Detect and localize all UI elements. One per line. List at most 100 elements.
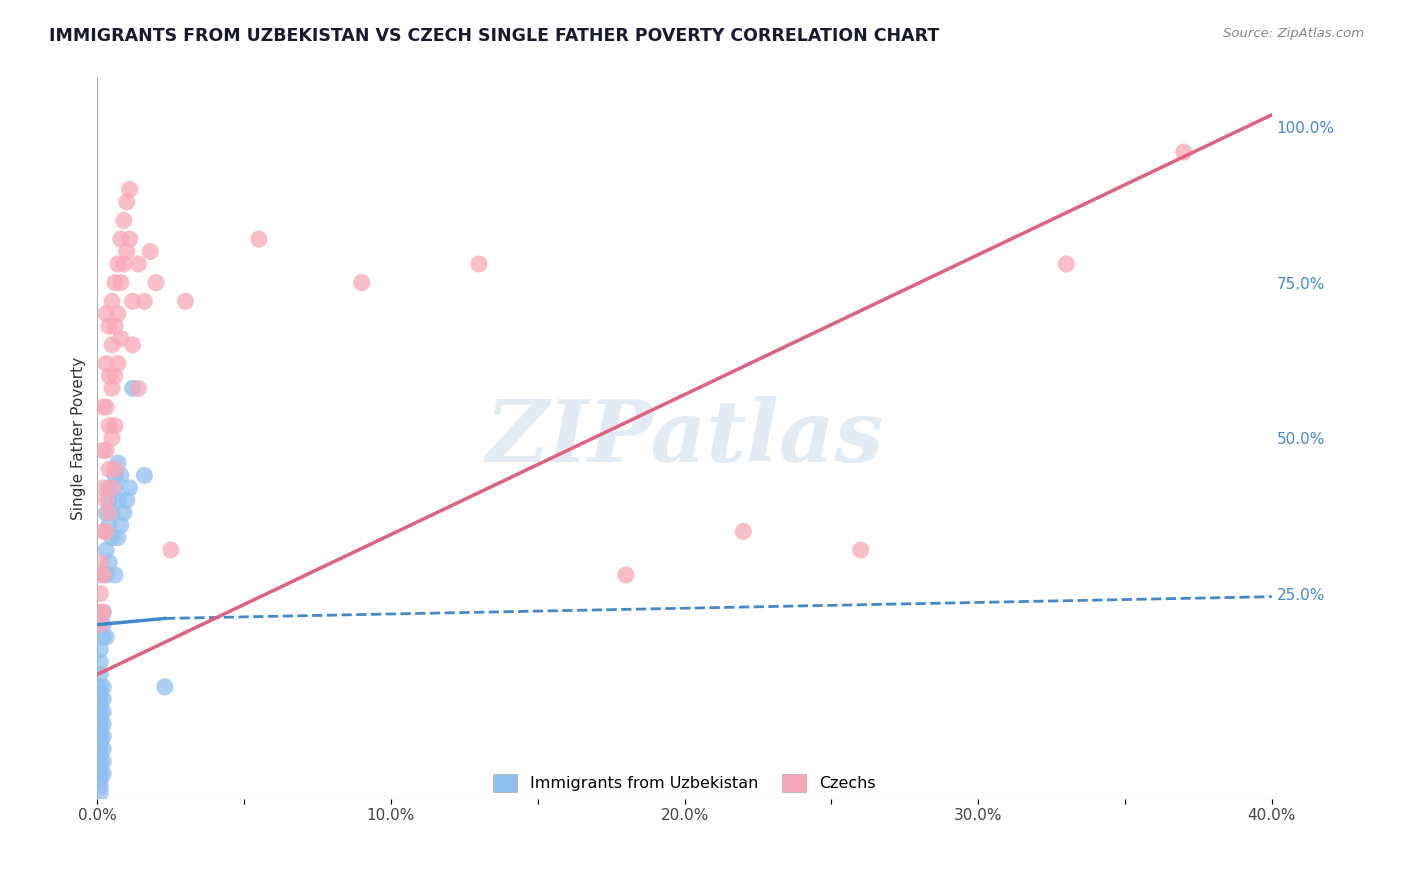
Point [96,400,118,414]
Point [849,543,872,558]
Point [110,518,132,533]
Point [174,294,197,309]
Point [89,730,111,744]
Point [91,568,114,582]
Point [112,213,135,227]
Point [98,518,121,533]
Point [159,543,181,558]
Y-axis label: Single Father Poverty: Single Father Poverty [72,357,86,520]
Point [91,481,114,495]
Point [1173,145,1195,159]
Point [89,568,111,582]
Point [89,642,111,657]
Point [134,468,156,483]
Point [89,742,111,756]
Point [118,481,141,495]
Point [104,468,127,483]
Point [115,194,138,209]
Point [89,730,111,744]
Point [89,692,111,706]
Point [89,736,111,750]
Point [104,462,127,476]
Point [104,418,127,433]
Point [91,605,114,619]
Point [89,605,111,619]
Point [89,617,111,632]
Point [247,232,270,246]
Point [89,686,111,700]
Point [112,257,135,271]
Point [104,276,127,290]
Point [121,338,143,352]
Point [350,276,373,290]
Point [110,276,132,290]
Point [89,773,111,788]
Point [107,307,129,321]
Point [127,257,149,271]
Point [98,462,121,476]
Point [91,617,114,632]
Legend: Immigrants from Uzbekistan, Czechs: Immigrants from Uzbekistan, Czechs [486,768,882,798]
Point [89,705,111,719]
Point [91,630,114,644]
Point [89,785,111,799]
Point [91,680,114,694]
Point [96,524,118,539]
Point [101,531,124,545]
Point [96,307,118,321]
Point [134,294,156,309]
Point [101,294,124,309]
Point [110,232,132,246]
Point [468,257,491,271]
Point [733,524,755,539]
Point [89,711,111,725]
Point [89,780,111,794]
Point [91,605,114,619]
Point [110,468,132,483]
Point [104,368,127,383]
Point [91,524,114,539]
Point [96,568,118,582]
Text: ZIPatlas: ZIPatlas [485,396,884,480]
Point [89,586,111,600]
Point [139,244,162,259]
Point [107,356,129,370]
Point [89,761,111,775]
Point [104,319,127,334]
Point [89,667,111,681]
Point [104,481,127,495]
Point [115,244,138,259]
Point [91,400,114,414]
Point [96,493,118,508]
Point [89,698,111,713]
Point [98,556,121,570]
Point [110,332,132,346]
Point [101,338,124,352]
Point [1054,257,1077,271]
Point [91,730,114,744]
Point [89,680,111,694]
Point [96,543,118,558]
Point [101,431,124,445]
Point [614,568,637,582]
Point [98,506,121,520]
Point [89,748,111,763]
Point [91,443,114,458]
Point [98,481,121,495]
Point [96,443,118,458]
Point [89,655,111,669]
Point [91,717,114,731]
Point [96,506,118,520]
Point [91,705,114,719]
Point [89,723,111,738]
Point [118,232,141,246]
Point [101,481,124,495]
Text: IMMIGRANTS FROM UZBEKISTAN VS CZECH SINGLE FATHER POVERTY CORRELATION CHART: IMMIGRANTS FROM UZBEKISTAN VS CZECH SING… [49,27,939,45]
Point [153,680,176,694]
Point [107,456,129,470]
Point [91,692,114,706]
Text: Source: ZipAtlas.com: Source: ZipAtlas.com [1223,27,1364,40]
Point [91,755,114,769]
Point [98,368,121,383]
Point [121,381,143,395]
